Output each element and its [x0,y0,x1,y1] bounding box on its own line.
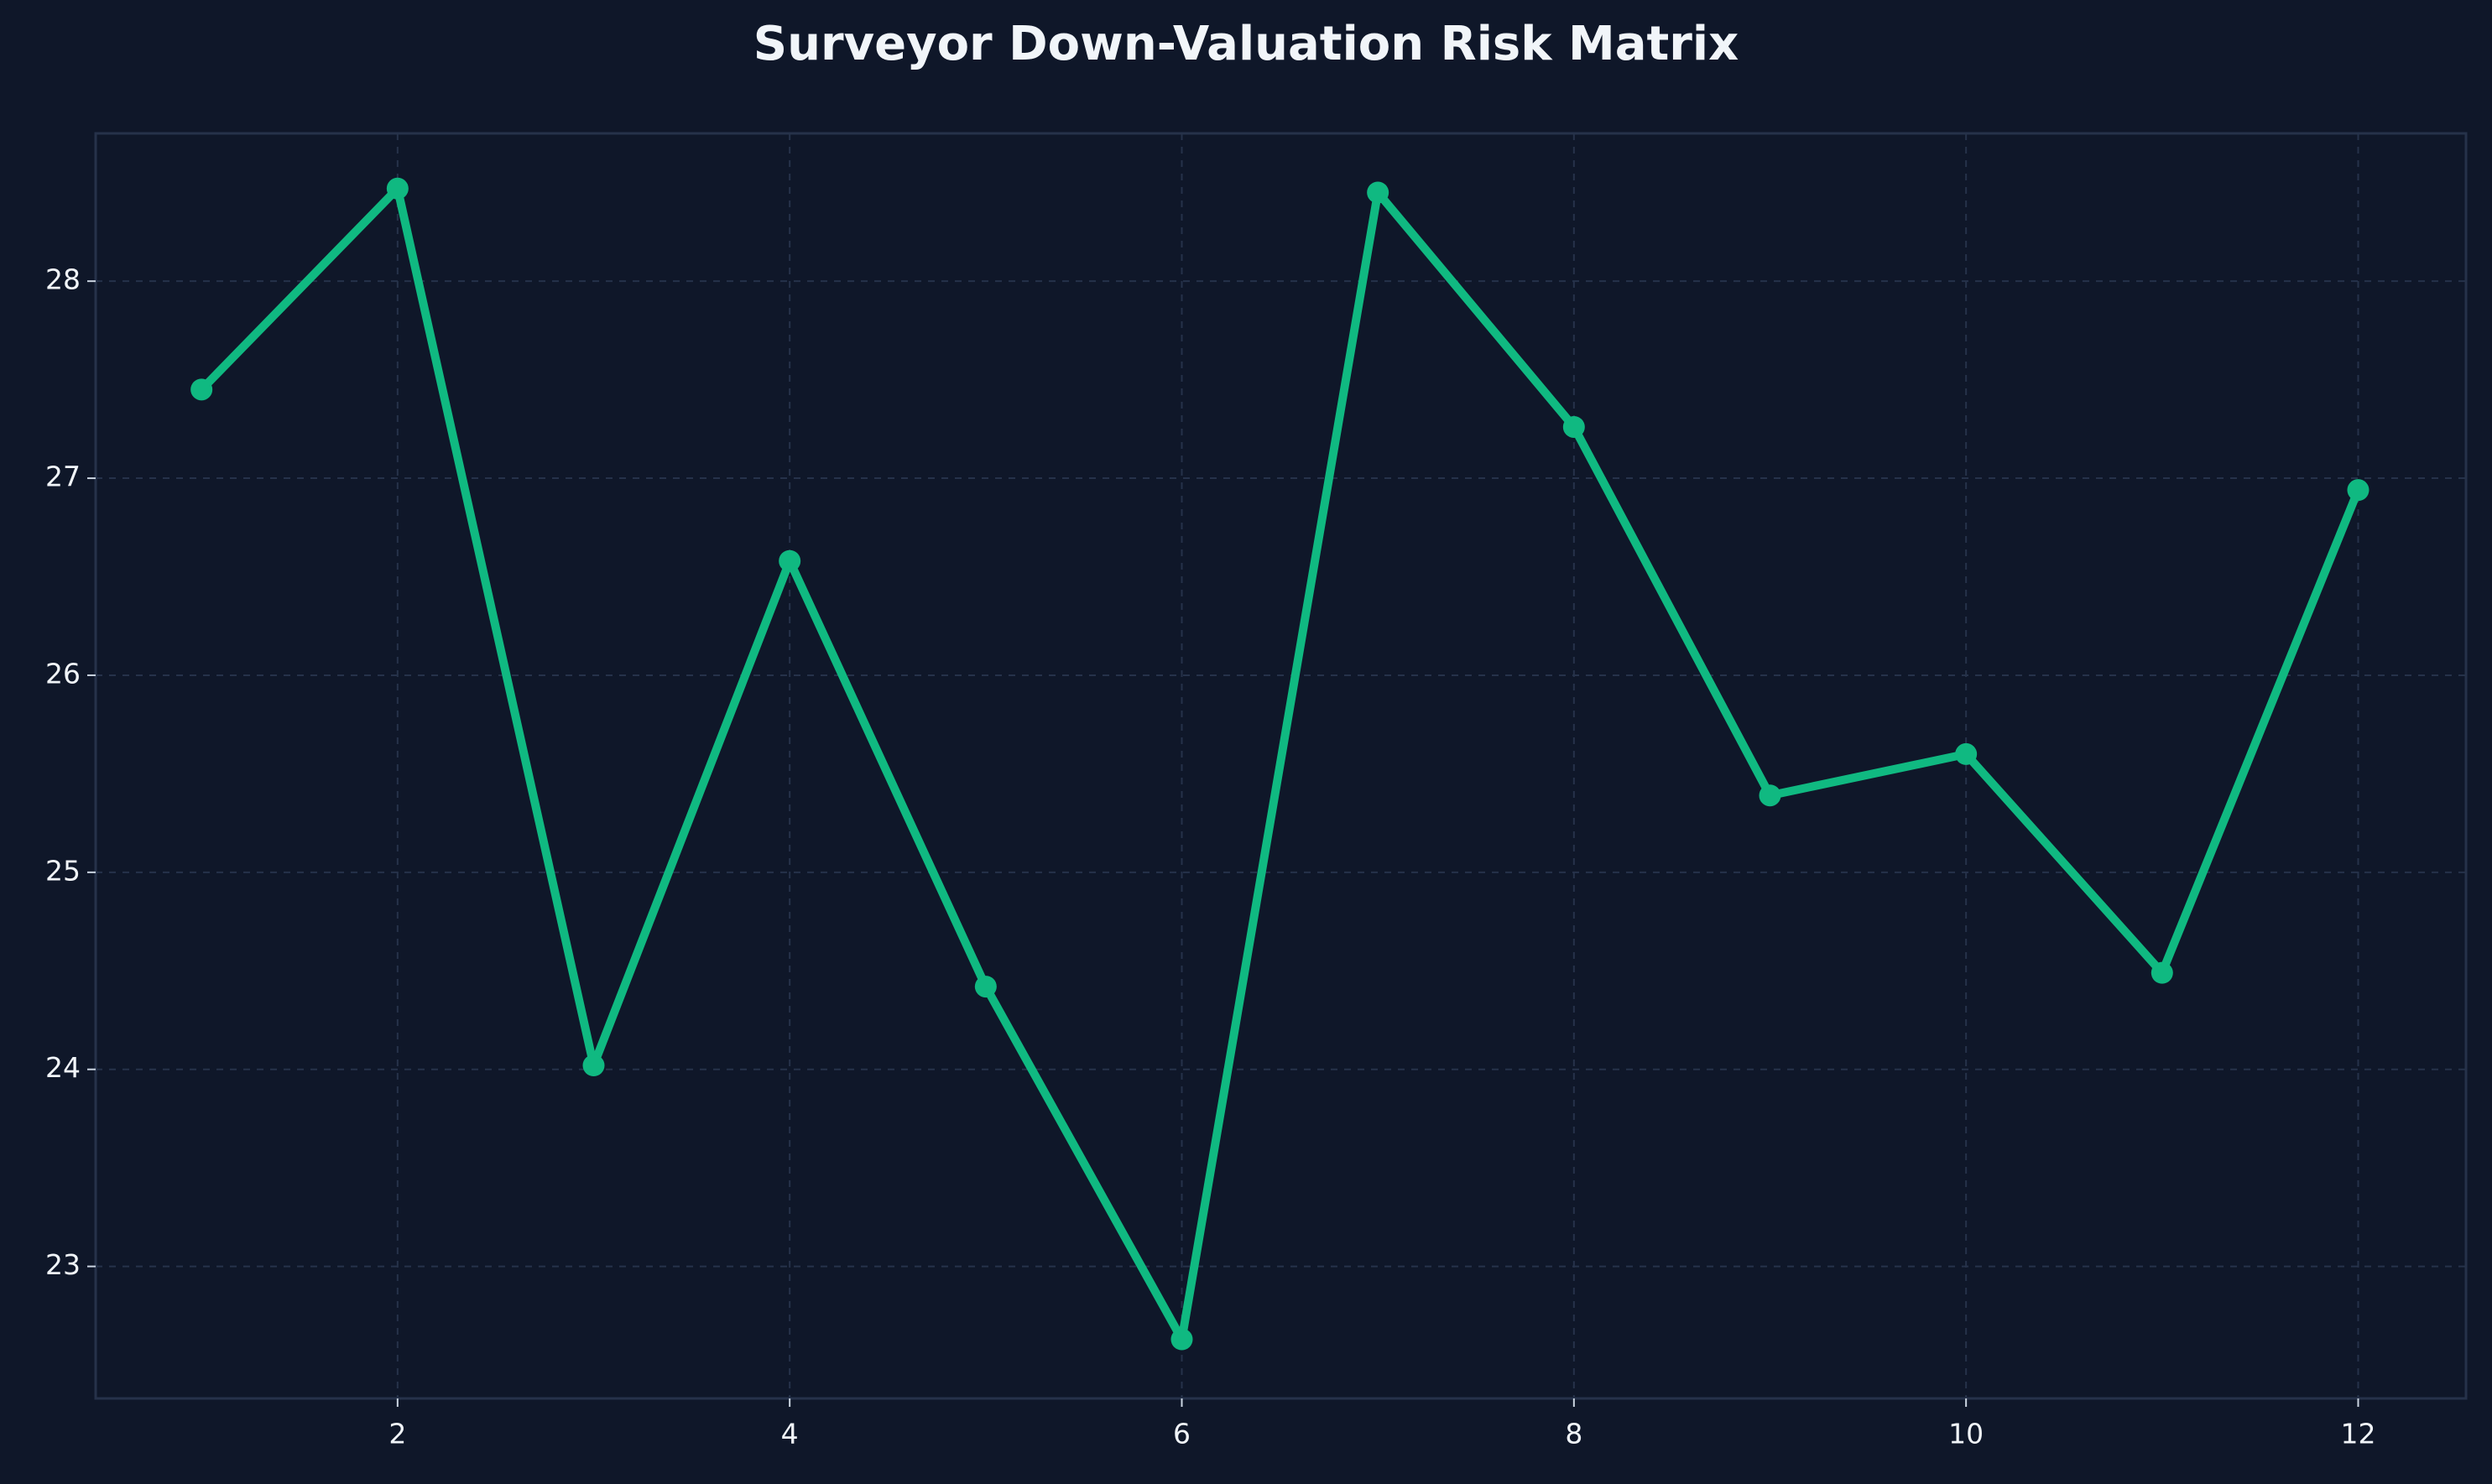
point [582,1054,605,1077]
y-tick-label: 24 [45,1051,81,1084]
point [1170,1328,1193,1351]
point [1759,784,1781,807]
plot-frame [94,132,2468,1400]
x-tick-label: 8 [1565,1418,1582,1450]
grid [96,133,2466,1398]
point [974,976,997,998]
y-tick-label: 28 [45,263,81,296]
point [1367,181,1389,204]
marks [190,177,2369,1351]
y-tick-label: 23 [45,1248,81,1281]
y-tick-label: 26 [45,657,81,690]
y-tick-label: 25 [45,854,81,887]
point [779,549,801,572]
chart-title: Surveyor Down-Valuation Risk Matrix [753,17,1739,71]
x-tick-label: 10 [1948,1418,1984,1450]
point [2347,479,2369,502]
x-tick-label: 12 [2340,1418,2375,1450]
x-tick-label: 2 [388,1418,406,1450]
line [197,184,2363,1344]
point [386,177,409,200]
x-tick-label: 4 [781,1418,799,1450]
point [190,378,213,401]
point [1955,742,1978,765]
x-tick-label: 6 [1173,1418,1191,1450]
point [1562,415,1585,438]
point [2151,961,2173,984]
y-tick-label: 27 [45,461,81,493]
